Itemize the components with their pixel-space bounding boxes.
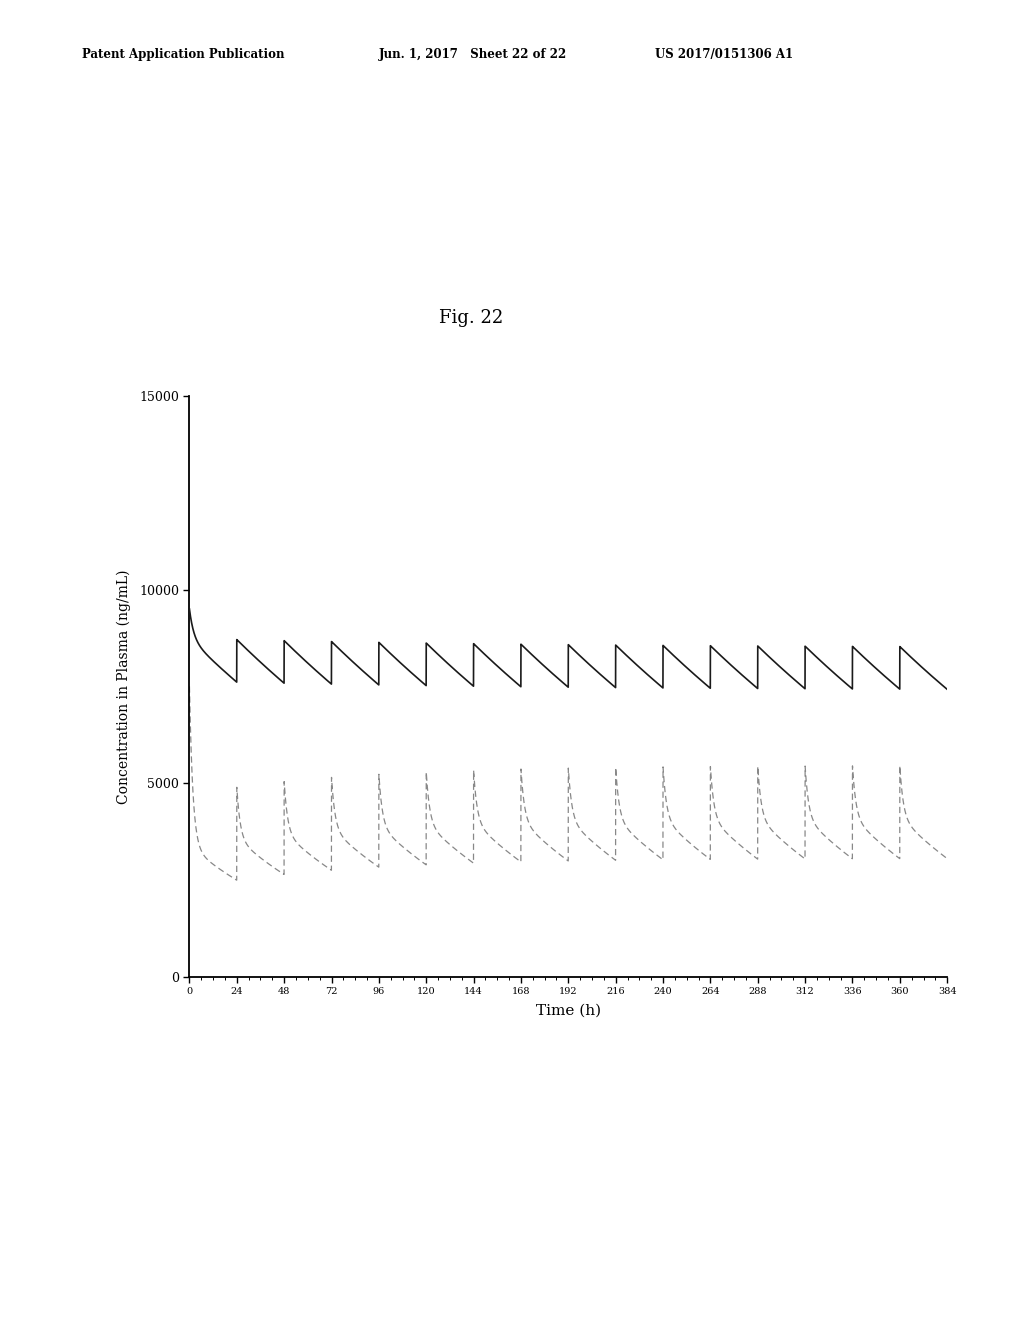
Y-axis label: Concentration in Plasma (ng/mL): Concentration in Plasma (ng/mL) xyxy=(117,569,131,804)
Text: Jun. 1, 2017   Sheet 22 of 22: Jun. 1, 2017 Sheet 22 of 22 xyxy=(379,48,567,61)
Text: US 2017/0151306 A1: US 2017/0151306 A1 xyxy=(655,48,794,61)
Text: Patent Application Publication: Patent Application Publication xyxy=(82,48,285,61)
X-axis label: Time (h): Time (h) xyxy=(536,1003,601,1018)
Text: Fig. 22: Fig. 22 xyxy=(439,309,503,327)
